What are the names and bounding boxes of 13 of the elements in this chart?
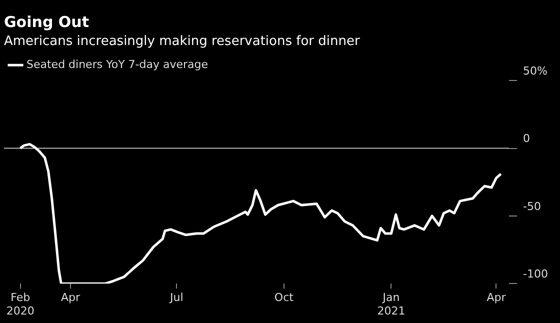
y-tick-label: 50% (523, 64, 548, 78)
x-tick-label: Feb 2020 (6, 291, 34, 318)
y-tick-label: -100 (523, 267, 548, 280)
x-tick-label: Oct (274, 291, 294, 304)
x-tick-label: Apr (486, 291, 506, 304)
y-tick-label: -50 (523, 200, 542, 213)
chart-subtitle: Americans increasingly making reservations for dinner (4, 34, 360, 50)
chart-title: Going Out (4, 12, 89, 31)
x-tick-label: Apr (60, 291, 80, 304)
legend-label: Seated diners YoY 7-day average (26, 58, 208, 71)
x-tick-label: Jul (168, 291, 184, 304)
x-tick-label: Jan 2021 (377, 291, 406, 318)
y-tick-label: 0 (523, 132, 530, 146)
